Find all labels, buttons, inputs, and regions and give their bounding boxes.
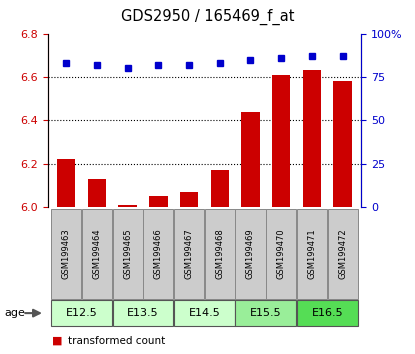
Text: GSM199466: GSM199466 [154,229,163,279]
FancyBboxPatch shape [143,209,173,299]
FancyBboxPatch shape [174,300,235,326]
Text: age: age [4,308,25,318]
Bar [333,81,352,207]
Text: GSM199467: GSM199467 [185,229,193,279]
Text: E16.5: E16.5 [311,308,343,318]
Bar [210,170,229,207]
Text: transformed count: transformed count [68,336,166,346]
Text: GSM199463: GSM199463 [62,229,71,279]
FancyBboxPatch shape [235,300,296,326]
FancyBboxPatch shape [51,209,81,299]
FancyBboxPatch shape [297,300,358,326]
Text: E13.5: E13.5 [127,308,159,318]
FancyBboxPatch shape [266,209,296,299]
FancyBboxPatch shape [235,209,266,299]
Text: GSM199465: GSM199465 [123,229,132,279]
Bar [303,70,321,207]
Bar [272,75,290,207]
Text: GSM199468: GSM199468 [215,229,224,279]
Bar [149,196,168,207]
FancyBboxPatch shape [51,300,112,326]
Bar [118,205,137,207]
Text: E12.5: E12.5 [66,308,98,318]
Text: GDS2950 / 165469_f_at: GDS2950 / 165469_f_at [121,9,294,25]
Text: GSM199464: GSM199464 [93,229,101,279]
Text: GSM199469: GSM199469 [246,229,255,279]
FancyBboxPatch shape [205,209,235,299]
FancyBboxPatch shape [82,209,112,299]
Bar [57,159,76,207]
FancyBboxPatch shape [112,300,173,326]
FancyBboxPatch shape [327,209,358,299]
Text: ■: ■ [52,336,62,346]
FancyBboxPatch shape [112,209,143,299]
Bar [241,112,260,207]
Text: E15.5: E15.5 [250,308,282,318]
Bar [88,179,106,207]
FancyBboxPatch shape [174,209,204,299]
Text: GSM199470: GSM199470 [277,229,286,279]
Text: GSM199471: GSM199471 [308,229,316,279]
FancyBboxPatch shape [297,209,327,299]
Bar [180,192,198,207]
Text: E14.5: E14.5 [188,308,220,318]
Text: GSM199472: GSM199472 [338,229,347,279]
